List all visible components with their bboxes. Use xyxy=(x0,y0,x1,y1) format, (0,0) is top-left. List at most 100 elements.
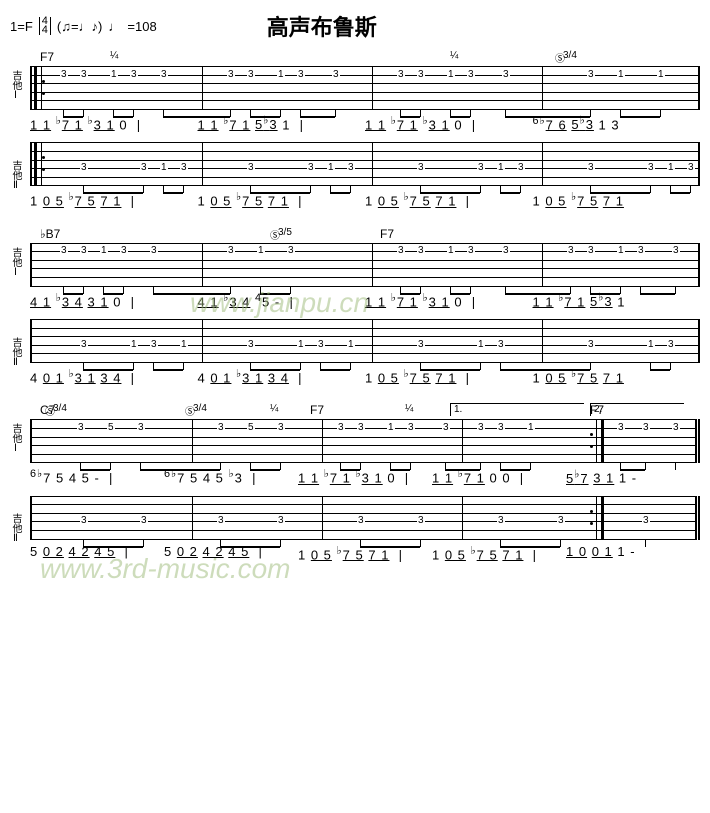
ornament-mark: 3/4 xyxy=(563,50,577,61)
tab-fret: 3 xyxy=(337,423,345,433)
tab-fret: 3 xyxy=(587,70,595,80)
tab-fret: 1 xyxy=(617,70,625,80)
tab-fret: 3 xyxy=(217,423,225,433)
tab-fret: 3 xyxy=(180,163,188,173)
tab-fret: 1 xyxy=(527,423,535,433)
tab-fret: 5 xyxy=(107,423,115,433)
tab-fret: 3 xyxy=(587,246,595,256)
staff-system: ♭B7F7Ⓢ3/5吉他Ⅰ3313331333133331334 1 ♭3 4 3… xyxy=(10,227,700,386)
tab-fret: 3 xyxy=(687,163,695,173)
part-label-guitar-2: 吉他Ⅱ xyxy=(10,160,20,191)
score-meta: 1=F 44 (♫=♩♪) ♩ =108 xyxy=(10,17,157,35)
tab-fret: 3 xyxy=(77,423,85,433)
chord-symbol: F7 xyxy=(40,50,54,64)
tab-fret: 1 xyxy=(327,163,335,173)
tab-fret: 3 xyxy=(417,516,425,526)
tab-fret: 1 xyxy=(180,340,188,350)
tab-fret: 3 xyxy=(417,340,425,350)
tab-fret: 3 xyxy=(287,246,295,256)
tab-fret: 3 xyxy=(307,163,315,173)
ornament-mark: ¼ xyxy=(110,50,118,61)
tab-fret: 1 xyxy=(160,163,168,173)
tab-fret: 3 xyxy=(227,70,235,80)
staff-system: F7¼¼Ⓢ3/4吉他Ⅰ3313333133331333111 1 ♭7 1 ♭3… xyxy=(10,50,700,209)
tab-fret: 1 xyxy=(100,246,108,256)
tab-fret: 3 xyxy=(517,163,525,173)
ornament-mark: ¼ xyxy=(270,403,278,414)
tab-fret: 3 xyxy=(417,70,425,80)
tab-fret: 3 xyxy=(397,70,405,80)
part-label-guitar-1: 吉他Ⅰ xyxy=(10,423,20,454)
tab-fret: 3 xyxy=(140,516,148,526)
key-sig: 1=F xyxy=(10,19,33,34)
tab-fret: 3 xyxy=(80,163,88,173)
tab-fret: 3 xyxy=(160,70,168,80)
tab-fret: 3 xyxy=(467,70,475,80)
tab-fret: 1 xyxy=(447,246,455,256)
tab-fret: 3 xyxy=(417,246,425,256)
tab-fret: 3 xyxy=(502,70,510,80)
tab-fret: 3 xyxy=(130,70,138,80)
tab-fret: 3 xyxy=(357,423,365,433)
tab-fret: 3 xyxy=(497,423,505,433)
part-label-guitar-2: 吉他Ⅱ xyxy=(10,337,20,368)
tab-fret: 3 xyxy=(80,340,88,350)
tab-fret: 1 xyxy=(347,340,355,350)
chord-symbol: F7 xyxy=(310,403,324,417)
tab-fret: 3 xyxy=(150,340,158,350)
part-label-guitar-1: 吉他Ⅰ xyxy=(10,247,20,278)
time-sig: 44 xyxy=(39,17,51,35)
tab-fret: 1 xyxy=(497,163,505,173)
ornament-mark: ¼ xyxy=(450,50,458,61)
tab-fret: 3 xyxy=(497,340,505,350)
tab-fret: 1 xyxy=(647,340,655,350)
tab-fret: 3 xyxy=(502,246,510,256)
chord-symbol: ♭B7 xyxy=(40,227,60,241)
tab-fret: 3 xyxy=(477,423,485,433)
jianpu-row: 6♭7 5 4 5 - | 6♭7 5 4 5 ♭3 | 1 1 ♭7 1 ♭3… xyxy=(30,467,700,485)
tab-fret: 3 xyxy=(477,163,485,173)
tab-fret: 3 xyxy=(442,423,450,433)
tab-fret: 3 xyxy=(667,340,675,350)
tab-fret: 3 xyxy=(297,70,305,80)
tab-fret: 1 xyxy=(667,163,675,173)
tab-fret: 1 xyxy=(617,246,625,256)
tab-fret: 3 xyxy=(140,163,148,173)
volta-bracket: 2. xyxy=(590,403,684,416)
tab-fret: 3 xyxy=(247,163,255,173)
tempo-val: =108 xyxy=(127,19,156,34)
tab-fret: 5 xyxy=(247,423,255,433)
tab-fret: 3 xyxy=(417,163,425,173)
tab-fret: 3 xyxy=(227,246,235,256)
tab-fret: 3 xyxy=(357,516,365,526)
staff-system: C7F7F7Ⓢ3/4Ⓢ3/4¼¼1.2.吉他Ⅰ35335333133331333… xyxy=(10,403,700,562)
tab-fret: 3 xyxy=(277,516,285,526)
tab-fret: 3 xyxy=(407,423,415,433)
tab-fret: 1 xyxy=(297,340,305,350)
tab-fret: 3 xyxy=(467,246,475,256)
tab-fret: 1 xyxy=(657,70,665,80)
tab-fret: 3 xyxy=(247,340,255,350)
tab-fret: 1 xyxy=(447,70,455,80)
tab-fret: 3 xyxy=(217,516,225,526)
tab-fret: 3 xyxy=(637,246,645,256)
ornament-mark: 3/4 xyxy=(53,403,67,414)
tab-fret: 3 xyxy=(672,246,680,256)
tab-fret: 3 xyxy=(277,423,285,433)
ornament-mark: ¼ xyxy=(405,403,413,414)
tab-fret: 1 xyxy=(477,340,485,350)
tab-fret: 3 xyxy=(137,423,145,433)
tab-fret: 3 xyxy=(587,163,595,173)
tab-fret: 1 xyxy=(257,246,265,256)
tab-fret: 3 xyxy=(60,70,68,80)
swing-mark: (♫=♩♪) xyxy=(57,19,103,34)
tab-fret: 3 xyxy=(557,516,565,526)
tab-fret: 3 xyxy=(397,246,405,256)
tab-fret: 3 xyxy=(647,163,655,173)
volta-bracket: 1. xyxy=(450,403,584,416)
tab-fret: 3 xyxy=(80,70,88,80)
tab-fret: 1 xyxy=(277,70,285,80)
tab-fret: 3 xyxy=(150,246,158,256)
tab-fret: 3 xyxy=(587,340,595,350)
ornament-mark: 3/5 xyxy=(278,227,292,238)
